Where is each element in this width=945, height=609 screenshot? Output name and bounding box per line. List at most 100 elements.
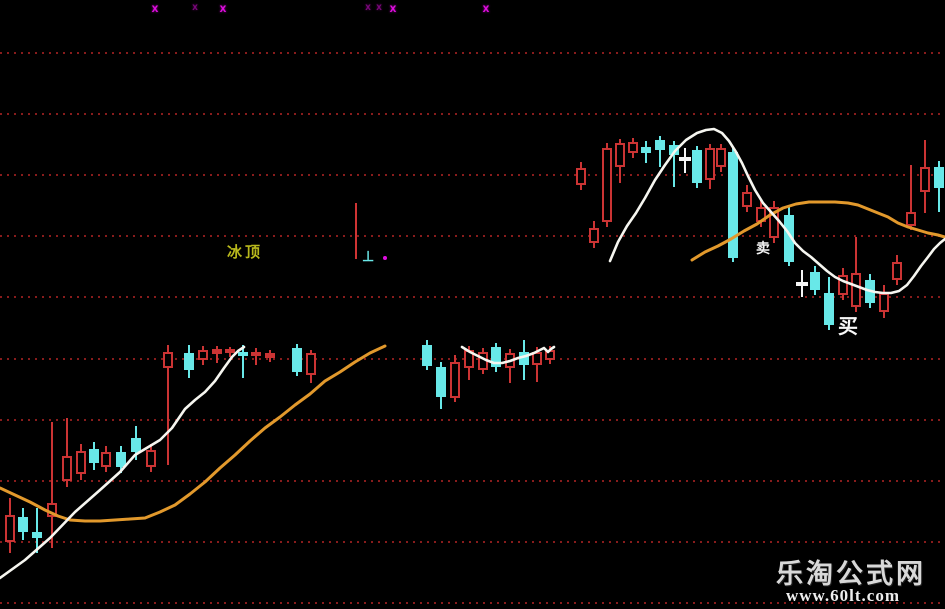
candle-up	[306, 353, 316, 375]
candle-down	[728, 152, 738, 258]
candle-wick	[801, 270, 803, 297]
candle-down	[824, 293, 834, 325]
candle-wick	[509, 349, 511, 383]
candle-up	[615, 143, 625, 167]
candle-wick	[296, 344, 298, 376]
candle-doji	[679, 157, 691, 161]
candle-wick	[440, 362, 442, 409]
candle-up	[146, 450, 156, 467]
candle-up	[101, 452, 111, 467]
candle-wick	[883, 285, 885, 318]
candle-doji	[796, 282, 808, 286]
candle-down	[436, 367, 446, 397]
candle-wick	[720, 144, 722, 172]
candle-down	[641, 147, 651, 153]
grid-line	[0, 52, 945, 54]
candle-up	[532, 352, 542, 365]
grid-line	[0, 235, 945, 237]
candle-wick	[255, 348, 257, 365]
candle-up	[62, 456, 72, 481]
candle-up	[756, 207, 766, 222]
candle-up	[742, 192, 752, 207]
candle-wick	[619, 139, 621, 183]
watermark-url: www.60lt.com	[786, 586, 900, 605]
candle-wick	[523, 340, 525, 380]
grid-line	[0, 296, 945, 298]
candle-up	[906, 212, 916, 226]
candle-up	[838, 275, 848, 295]
sell-signal-label: 卖	[756, 240, 770, 256]
candle-up	[163, 352, 173, 368]
candle-wick	[93, 442, 95, 470]
grid-line	[0, 358, 945, 360]
candle-wick	[746, 185, 748, 212]
candle-up	[76, 451, 86, 474]
grid-line	[0, 174, 945, 176]
candle-wick	[242, 345, 244, 378]
candle-wick	[828, 277, 830, 330]
watermark-title: 乐淘公式网	[776, 559, 926, 589]
candle-down	[292, 348, 302, 372]
candle-wick	[105, 446, 107, 472]
tack-mark: ⊥	[362, 248, 375, 264]
candle-wick	[593, 221, 595, 248]
candle-down	[184, 353, 194, 370]
candle-up	[920, 167, 930, 192]
candle-down	[865, 280, 875, 303]
candle-wick	[310, 350, 312, 383]
candle-wick	[495, 343, 497, 372]
candle-wick	[773, 201, 775, 243]
candle-wick	[910, 165, 912, 230]
candle-up	[478, 352, 488, 370]
x-signal-icon: x	[151, 1, 159, 15]
ma-fast-white-line	[0, 345, 246, 580]
ice-top-label: 冰顶	[227, 244, 264, 261]
x-signal-icon: x	[192, 2, 198, 13]
grid-line	[0, 541, 945, 543]
candle-up	[545, 350, 555, 360]
candle-wick	[167, 345, 169, 465]
candle-down	[669, 145, 679, 155]
candle-wick	[938, 161, 940, 212]
candle-wick	[760, 200, 762, 227]
candle-wick	[673, 141, 675, 187]
candle-up	[450, 362, 460, 398]
x-signal-icon: x	[376, 2, 382, 13]
candle-wick	[51, 422, 53, 548]
candle-wick	[229, 347, 231, 357]
x-signal-icon: x	[482, 1, 490, 15]
candle-up	[464, 350, 474, 368]
candle-up	[5, 515, 15, 542]
candle-wick	[549, 346, 551, 364]
ma-fast-white-line	[608, 127, 945, 295]
candle-wick	[896, 255, 898, 285]
candle-down	[692, 150, 702, 183]
candle-wick	[842, 268, 844, 300]
candle-up	[251, 352, 261, 356]
candle-wick	[150, 444, 152, 472]
candle-wick	[606, 143, 608, 227]
candle-wick	[468, 346, 470, 380]
candle-up	[225, 349, 235, 353]
candle-down	[422, 345, 432, 366]
candle-up	[628, 142, 638, 153]
candle-up	[47, 503, 57, 517]
candle-down	[238, 352, 248, 356]
candle-wick	[202, 346, 204, 365]
candle-down	[784, 215, 794, 262]
candle-wick	[454, 355, 456, 402]
candle-wick	[732, 148, 734, 262]
candle-wick	[482, 348, 484, 374]
candle-wick	[22, 508, 24, 540]
ma-fast-white-line	[460, 345, 556, 365]
candle-up	[212, 349, 222, 354]
candle-down	[491, 347, 501, 367]
candle-up	[705, 148, 715, 180]
candle-wick	[645, 141, 647, 163]
candle-wick	[632, 138, 634, 158]
